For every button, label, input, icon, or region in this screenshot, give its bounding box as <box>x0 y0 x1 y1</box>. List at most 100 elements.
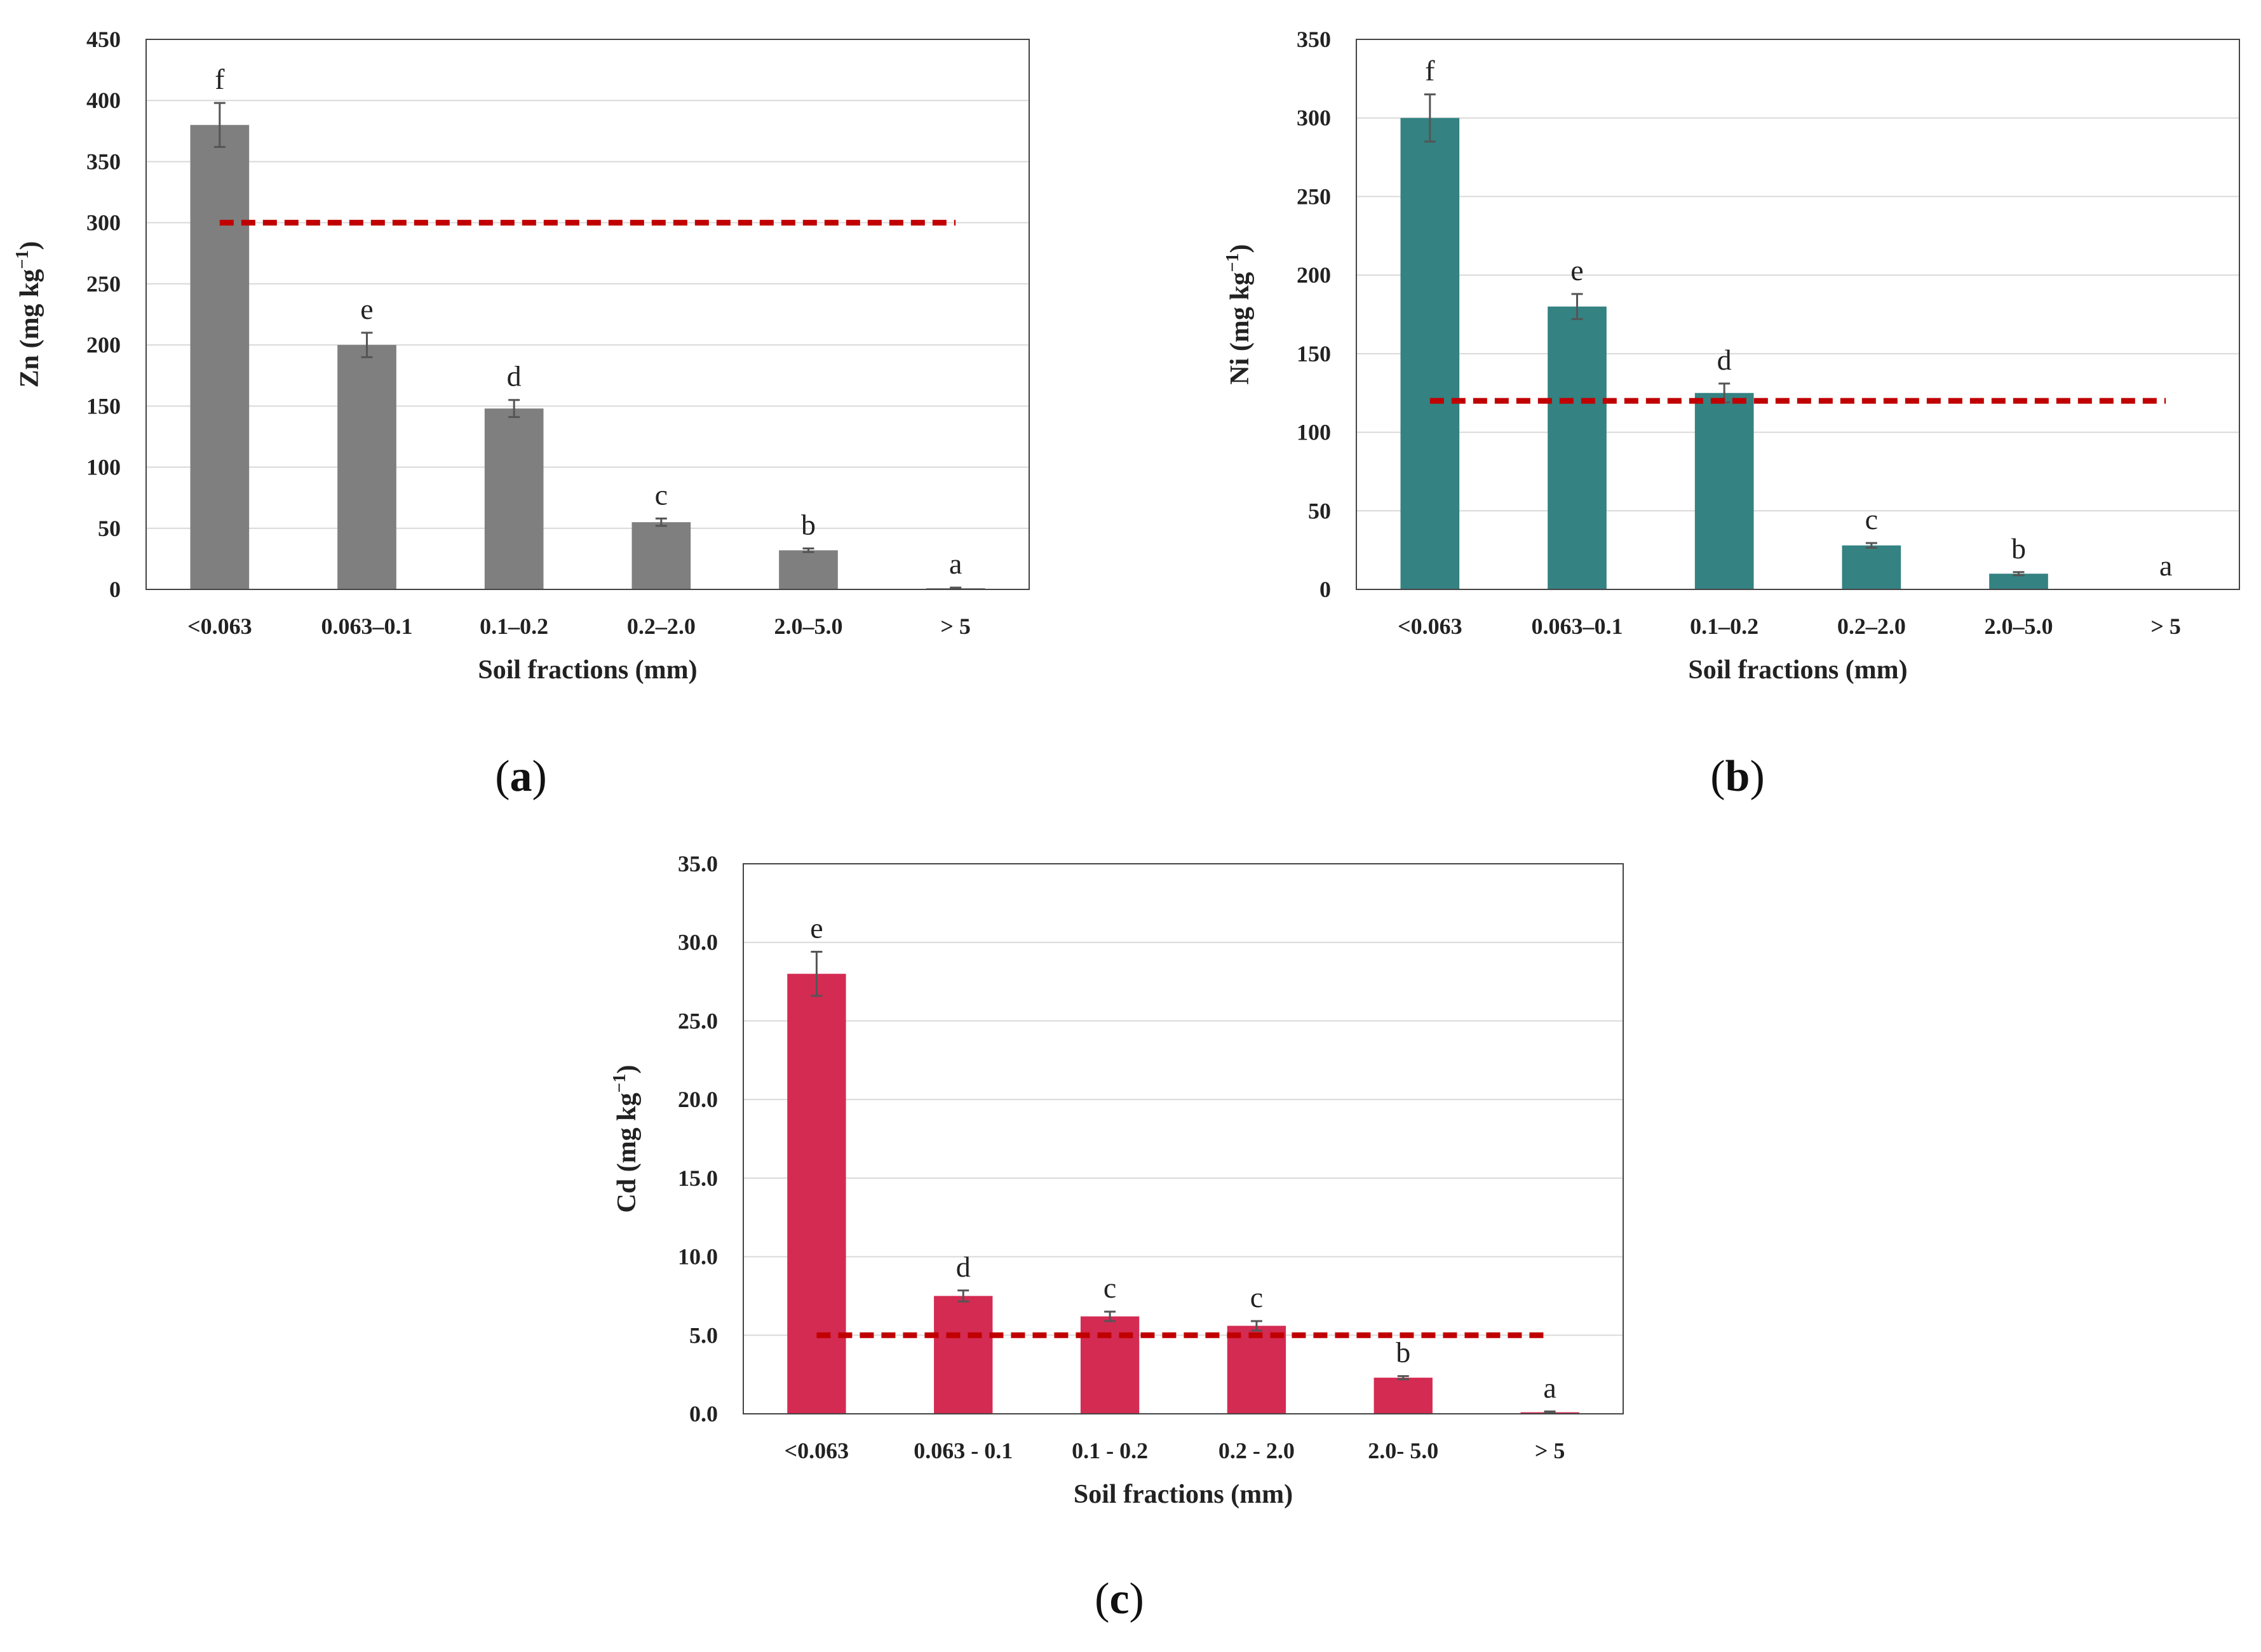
y-tick-label: 200 <box>1297 262 1331 288</box>
x-tick-label: > 5 <box>2150 614 2181 639</box>
bar <box>1842 545 1901 589</box>
x-tick-label: > 5 <box>1535 1438 1565 1463</box>
significance-letter: d <box>1717 344 1732 376</box>
y-tick-label: 35.0 <box>678 851 718 876</box>
panel-caption: (b) <box>1710 752 1765 801</box>
x-tick-label: 0.2 - 2.0 <box>1218 1438 1295 1463</box>
error-bar <box>361 332 373 358</box>
error-bar <box>1250 1320 1262 1332</box>
significance-letter: b <box>801 509 816 541</box>
plot-frame <box>145 39 1030 590</box>
x-tick-label: 2.0–5.0 <box>1985 614 2053 639</box>
bar <box>484 408 544 589</box>
significance-letter: f <box>215 63 225 95</box>
error-bar <box>802 547 814 553</box>
y-tick-label: 0 <box>109 577 121 602</box>
chart-panel-b: 0 50 100 150 200 250 300 350 f <0.063 e 0.063–0.1 d 0… <box>1223 27 2240 801</box>
bar <box>1548 306 1607 589</box>
error-bar <box>1424 93 1436 143</box>
x-tick-label: 0.063–0.1 <box>321 614 413 639</box>
y-tick-label: 450 <box>86 27 121 52</box>
significance-letter: c <box>1865 503 1878 535</box>
y-tick-label: 5.0 <box>689 1322 718 1348</box>
significance-letter: b <box>2011 532 2026 565</box>
error-bar <box>1865 542 1877 549</box>
y-tick-label: 10.0 <box>678 1244 718 1270</box>
chart-panel-c: 0.0 5.0 10.0 15.0 20.0 25.0 30.0 35.0 e <0.063 d 0.… <box>610 851 1624 1623</box>
significance-letter: e <box>810 912 823 944</box>
y-tick-label: 300 <box>1297 105 1331 131</box>
y-tick-label: 50 <box>1308 498 1331 523</box>
error-bar <box>1544 1410 1556 1414</box>
x-tick-label: <0.063 <box>1398 614 1462 639</box>
y-tick-label: 20.0 <box>678 1087 718 1112</box>
y-tick-label: 200 <box>86 332 121 358</box>
bar <box>1080 1316 1140 1414</box>
bar <box>1227 1326 1286 1414</box>
y-tick-label: 400 <box>86 88 121 113</box>
y-tick-label: 0 <box>1319 577 1331 602</box>
y-tick-label: 100 <box>1297 420 1331 445</box>
y-axis-title: Ni (mg kg−1) <box>1223 244 1255 384</box>
x-tick-label: <0.063 <box>187 614 252 639</box>
error-bar <box>1104 1310 1116 1322</box>
y-axis-title: Cd (mg kg−1) <box>610 1065 642 1213</box>
bar <box>779 550 838 589</box>
x-tick-label: 2.0–5.0 <box>774 614 843 639</box>
significance-letter: b <box>1396 1336 1410 1369</box>
significance-letter: e <box>1570 254 1583 286</box>
significance-letter: d <box>956 1251 971 1283</box>
y-tick-label: 300 <box>86 210 121 236</box>
y-tick-label: 15.0 <box>678 1165 718 1191</box>
error-bar <box>1571 293 1583 320</box>
error-bar <box>950 586 962 590</box>
plot-frame <box>743 863 1624 1414</box>
x-tick-label: 0.1–0.2 <box>1690 614 1758 639</box>
error-bar <box>1397 1375 1409 1381</box>
error-bar <box>811 951 823 997</box>
significance-letter: c <box>1104 1272 1116 1304</box>
significance-letter: e <box>360 293 373 325</box>
y-tick-label: 100 <box>86 455 121 480</box>
bar <box>1400 118 1460 589</box>
bar <box>337 345 396 589</box>
bar <box>190 124 250 589</box>
y-tick-label: 150 <box>1297 341 1331 366</box>
x-axis-title: Soil fractions (mm) <box>478 655 697 685</box>
bar <box>631 522 691 589</box>
bar <box>1989 574 2048 589</box>
error-bar <box>508 399 520 419</box>
significance-letter: d <box>507 360 522 393</box>
x-tick-label: 0.1–0.2 <box>480 614 548 639</box>
plot-frame <box>1356 39 2240 590</box>
y-tick-label: 150 <box>86 393 121 419</box>
x-tick-label: > 5 <box>940 614 971 639</box>
y-tick-label: 250 <box>86 271 121 297</box>
y-tick-label: 0.0 <box>689 1401 718 1427</box>
y-axis-title: Zn (mg kg−1) <box>13 241 44 388</box>
y-tick-label: 350 <box>86 149 121 174</box>
error-bar <box>957 1289 969 1303</box>
x-tick-label: 0.2–2.0 <box>1837 614 1906 639</box>
panel-caption: (a) <box>495 752 547 801</box>
y-tick-label: 50 <box>98 516 121 541</box>
significance-letter: c <box>1250 1281 1263 1313</box>
bar <box>1694 393 1754 589</box>
y-tick-label: 30.0 <box>678 930 718 955</box>
y-tick-label: 250 <box>1297 184 1331 209</box>
significance-letter: f <box>1425 55 1435 87</box>
bar <box>1373 1378 1433 1414</box>
significance-letter: a <box>2159 549 2172 582</box>
significance-letter: a <box>949 547 962 580</box>
x-axis-title: Soil fractions (mm) <box>1688 655 1907 685</box>
x-tick-label: <0.063 <box>785 1438 849 1463</box>
panel-caption: (c) <box>1095 1575 1144 1623</box>
x-tick-label: 0.063 - 0.1 <box>914 1438 1013 1463</box>
x-tick-label: 0.2–2.0 <box>627 614 696 639</box>
error-bar <box>655 517 667 527</box>
bar <box>934 1296 993 1414</box>
error-bar <box>213 102 226 148</box>
significance-letter: a <box>1543 1371 1556 1404</box>
x-tick-label: 0.1 - 0.2 <box>1072 1438 1148 1463</box>
